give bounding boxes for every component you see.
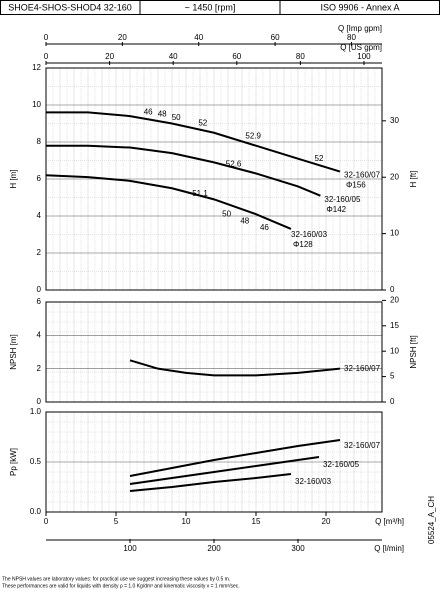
efficiency-label: 52.6 [226,159,242,168]
curve-label: 32-160/07 [344,364,381,373]
diameter-label: Φ142 [326,205,346,214]
y2-tick-label: 0 [390,397,395,406]
curve [129,456,320,485]
x-tick-label: 80 [347,33,356,42]
y2-tick-label: 30 [390,116,399,125]
x-tick-label: 20 [118,33,127,42]
efficiency-label: 50 [222,209,231,218]
x-tick-label: 15 [252,517,261,526]
plot-frame [45,67,383,291]
efficiency-label: 50 [172,113,181,122]
efficiency-label: 48 [240,217,249,226]
x-axis-label: Q [m³/h] [375,517,404,526]
efficiency-label: 46 [144,108,153,117]
footer-note: The NPSH values are laboratory values: f… [2,576,230,582]
curve-label: 32-160/07 [344,441,381,450]
y2-tick-label: 15 [390,321,399,330]
x-tick-label: 100 [123,544,137,553]
y-tick-label: 0.5 [30,457,42,466]
y-tick-label: 4 [37,211,42,220]
curve [129,473,292,492]
efficiency-label: 52 [198,119,207,128]
curve-label: 32-160/03 [295,477,332,486]
curve [46,111,341,173]
drawing-code: 05524_A_CH [427,496,436,544]
curve-label: 32-160/03 [291,230,328,239]
y-tick-label: 10 [32,100,41,109]
efficiency-label: 51.1 [192,189,208,198]
y-tick-label: 0.0 [30,507,42,516]
y2-axis-label: NPSH [ft] [409,335,418,368]
y-tick-label: 4 [37,330,42,339]
efficiency-label: 46 [260,223,269,232]
header-standard: ISO 9906 - Annex A [320,2,399,12]
y2-axis-label: H [ft] [409,171,418,188]
curve [129,359,341,377]
y-axis-label: NPSH [m] [9,334,18,370]
curve [129,439,341,477]
y2-tick-label: 10 [390,229,399,238]
x-tick-label: 80 [296,52,305,61]
y-tick-label: 2 [37,248,42,257]
x-axis-label: Q [Imp gpm] [338,24,382,33]
x-tick-label: 0 [44,33,49,42]
x-tick-label: 40 [194,33,203,42]
y2-tick-label: 20 [390,172,399,181]
y-tick-label: 8 [37,137,42,146]
y-tick-label: 0 [37,285,42,294]
y-tick-label: 6 [37,297,42,306]
y2-tick-label: 20 [390,296,399,305]
x-tick-label: 300 [291,544,305,553]
x-axis-label: Q [US gpm] [340,43,382,52]
x-tick-label: 0 [44,52,49,61]
y-tick-label: 12 [32,63,41,72]
curve [46,144,321,197]
y2-tick-label: 10 [390,346,399,355]
x-tick-label: 100 [357,52,371,61]
x-tick-label: 60 [271,33,280,42]
plot-frame [45,301,383,403]
x-tick-label: 5 [114,517,119,526]
x-tick-label: 20 [105,52,114,61]
x-tick-label: 60 [232,52,241,61]
diameter-label: Φ156 [346,181,366,190]
curve-label: 32-160/05 [324,195,361,204]
curve [45,174,292,230]
curve-label: 32-160/07 [344,171,381,180]
y-axis-label: H [m] [9,169,18,188]
y-tick-label: 0 [37,397,42,406]
y2-tick-label: 5 [390,372,395,381]
efficiency-label: 48 [158,109,167,118]
curve-label: 32-160/05 [323,460,360,469]
footer-note: These performances are valid for liquids… [2,583,240,589]
x-tick-label: 40 [169,52,178,61]
plot-frame [45,411,383,513]
efficiency-label: 52 [315,154,324,163]
x-axis-label: Q [l/min] [374,544,404,553]
y2-tick-label: 0 [390,285,395,294]
efficiency-label: 52.9 [245,132,261,141]
x-tick-label: 10 [182,517,191,526]
x-tick-label: 200 [207,544,221,553]
y-axis-label: Pp [kW] [9,448,18,476]
header-speed: ~ 1450 [rpm] [185,2,236,12]
x-tick-label: 0 [44,517,49,526]
header-model: SHOE4-SHOS-SHOD4 32-160 [8,2,132,12]
y-tick-label: 2 [37,364,42,373]
diameter-label: Φ128 [293,240,313,249]
x-tick-label: 20 [322,517,331,526]
y-tick-label: 1.0 [30,407,42,416]
y-tick-label: 6 [37,174,42,183]
